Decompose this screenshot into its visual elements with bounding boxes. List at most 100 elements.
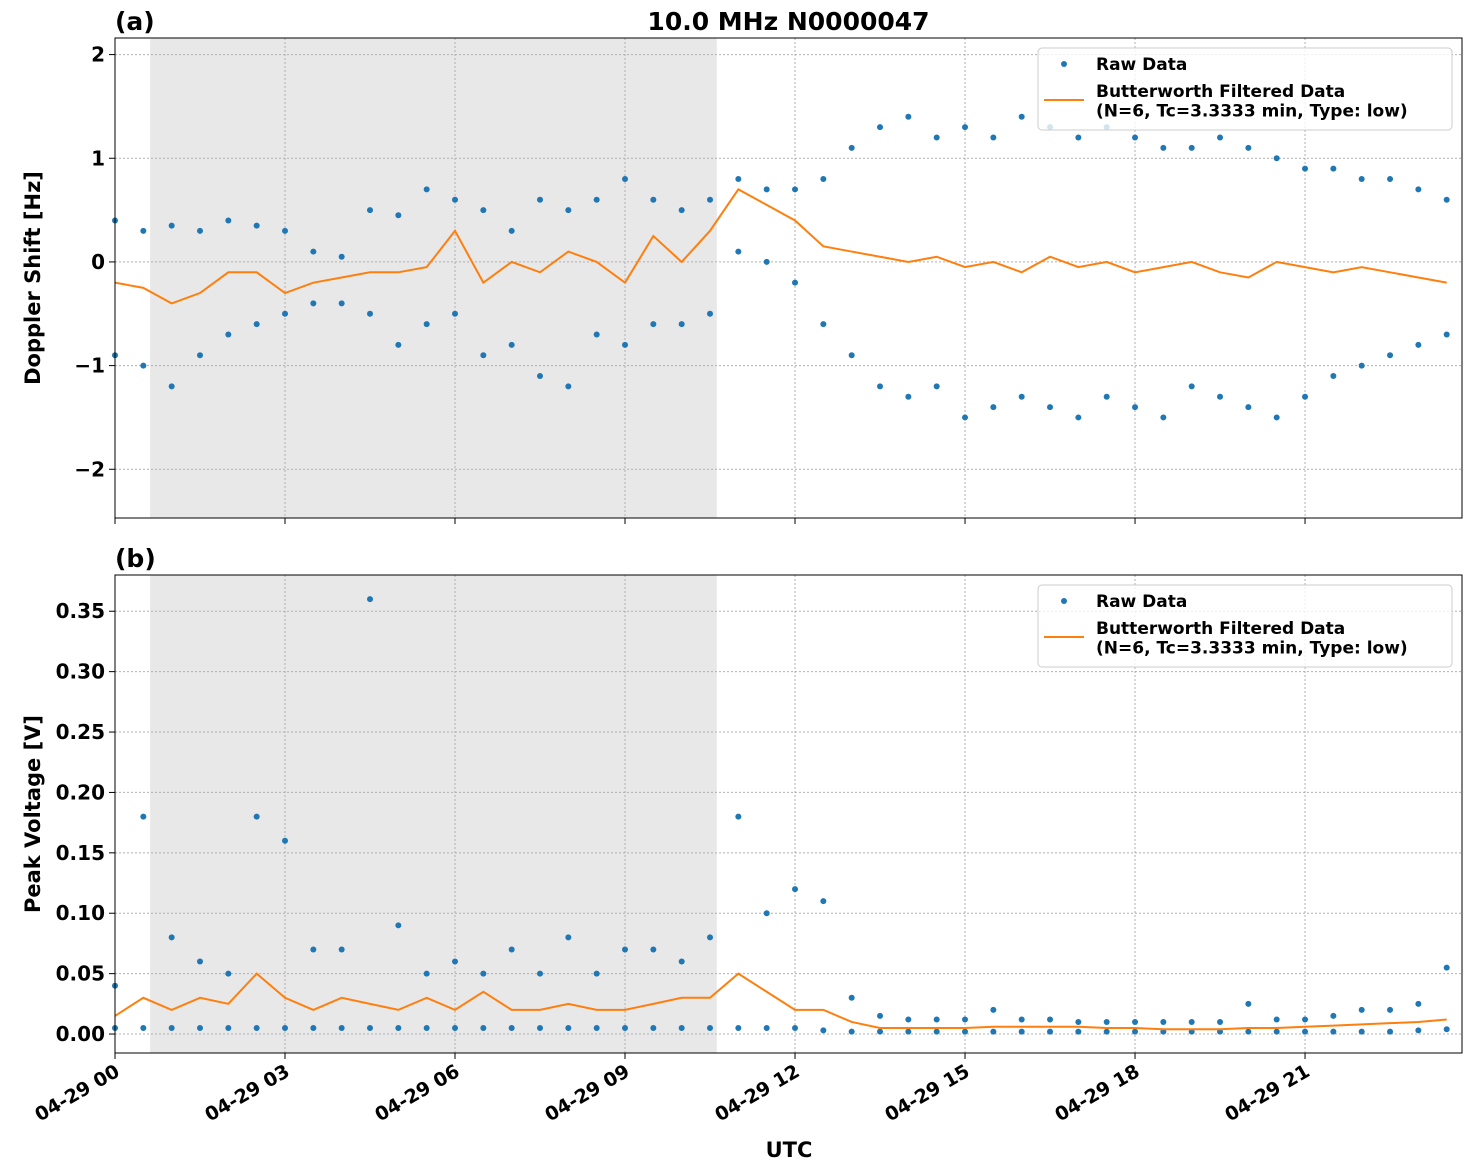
raw-point (168, 1024, 175, 1031)
raw-point (650, 321, 657, 328)
raw-point (707, 196, 714, 203)
raw-point (792, 279, 799, 286)
raw-point (1415, 1000, 1422, 1007)
raw-point (905, 1016, 912, 1023)
raw-point (197, 227, 204, 234)
raw-point (763, 258, 770, 265)
raw-point (990, 1028, 997, 1035)
raw-point (1047, 1016, 1054, 1023)
y-tick-label: 0.05 (56, 962, 105, 986)
raw-point (395, 212, 402, 219)
raw-point (225, 1024, 232, 1031)
raw-point (423, 1024, 430, 1031)
raw-point (962, 1028, 969, 1035)
legend-label: Butterworth Filtered Data (N=6, Tc=3.3333… (1096, 619, 1408, 659)
raw-point (338, 300, 345, 307)
raw-point (282, 227, 289, 234)
raw-point (1018, 393, 1025, 400)
raw-point (1132, 404, 1139, 411)
y-tick-label: −1 (74, 354, 105, 378)
raw-point (140, 362, 147, 369)
y-axis-label: Doppler Shift [Hz] (21, 171, 45, 385)
raw-point (933, 1016, 940, 1023)
raw-point (905, 113, 912, 120)
raw-point (735, 1024, 742, 1031)
raw-point (480, 207, 487, 214)
raw-point (990, 404, 997, 411)
y-tick-label: 0.20 (56, 780, 105, 804)
raw-point (480, 1024, 487, 1031)
raw-point (168, 934, 175, 941)
raw-point (1160, 144, 1167, 151)
raw-point (792, 886, 799, 893)
raw-point (593, 1024, 600, 1031)
raw-point (650, 946, 657, 953)
raw-point (1132, 1028, 1139, 1035)
raw-point (1387, 175, 1394, 182)
y-tick-label: 0.15 (56, 841, 105, 865)
raw-point (168, 222, 175, 229)
raw-point (1273, 1016, 1280, 1023)
raw-point (707, 310, 714, 317)
axes-frame (114, 37, 1463, 519)
raw-point (310, 946, 317, 953)
raw-point (707, 934, 714, 941)
raw-point (197, 1024, 204, 1031)
y-tick-label: −2 (74, 457, 105, 481)
raw-point (877, 1012, 884, 1019)
raw-point (990, 1006, 997, 1013)
raw-point (338, 1024, 345, 1031)
raw-point (848, 1028, 855, 1035)
raw-point (140, 227, 147, 234)
axes-frame (114, 574, 1463, 1054)
raw-point (820, 175, 827, 182)
raw-point (367, 310, 374, 317)
raw-point (225, 331, 232, 338)
raw-point (508, 946, 515, 953)
raw-point (225, 217, 232, 224)
raw-point (565, 207, 572, 214)
y-tick-label: 0.00 (56, 1022, 105, 1046)
raw-point (253, 321, 260, 328)
raw-point (1330, 1012, 1337, 1019)
raw-point (423, 970, 430, 977)
legend-swatch (1061, 61, 1067, 67)
legend-box (1037, 47, 1453, 131)
raw-point (1443, 1026, 1450, 1033)
raw-point (565, 934, 572, 941)
raw-point (1075, 134, 1082, 141)
raw-point (1387, 1006, 1394, 1013)
panel-label: (b) (115, 544, 156, 573)
raw-point (565, 1024, 572, 1031)
y-axis-label: Peak Voltage [V] (21, 715, 45, 913)
raw-point (282, 310, 289, 317)
raw-point (367, 596, 374, 603)
raw-point (593, 331, 600, 338)
raw-point (933, 134, 940, 141)
raw-point (310, 248, 317, 255)
x-tick-label: 04-29 12 (711, 1060, 803, 1126)
raw-point (1245, 404, 1252, 411)
raw-point (1217, 134, 1224, 141)
raw-point (1217, 393, 1224, 400)
raw-point (452, 958, 459, 965)
raw-point (622, 946, 629, 953)
raw-point (1103, 1028, 1110, 1035)
y-tick-label: 1 (91, 146, 105, 170)
raw-point (820, 321, 827, 328)
raw-point (452, 196, 459, 203)
raw-point (905, 1028, 912, 1035)
raw-point (962, 1016, 969, 1023)
raw-point (1330, 1028, 1337, 1035)
raw-point (877, 1028, 884, 1035)
raw-point (338, 253, 345, 260)
raw-point (622, 175, 629, 182)
raw-point (253, 813, 260, 820)
raw-point (990, 134, 997, 141)
y-tick-label: 0.35 (56, 599, 105, 623)
raw-point (310, 1024, 317, 1031)
raw-point (1132, 1018, 1139, 1025)
raw-point (1302, 1028, 1309, 1035)
raw-point (423, 321, 430, 328)
